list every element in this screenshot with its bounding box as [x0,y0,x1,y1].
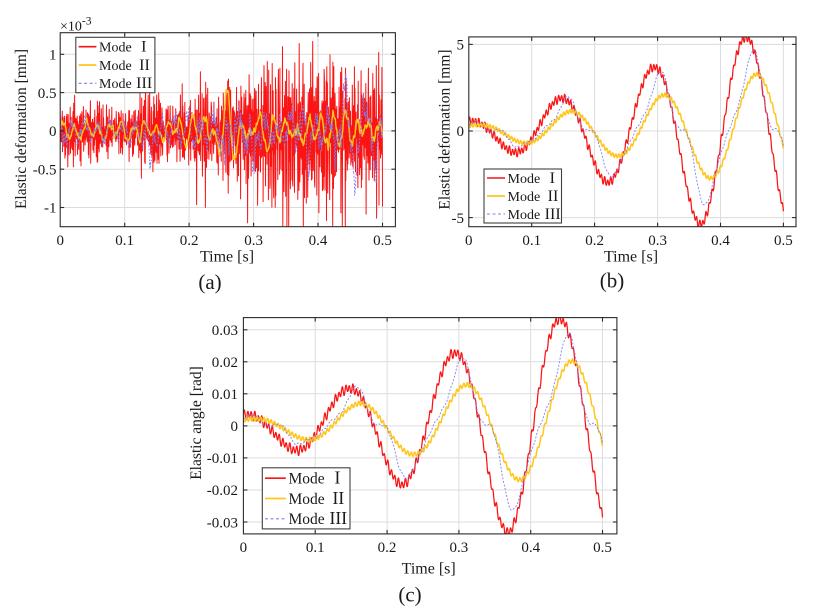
svg-text:0.4: 0.4 [309,233,328,249]
svg-text:0.2: 0.2 [180,233,199,249]
svg-text:Mode II: Mode II [289,488,345,508]
svg-text:(a): (a) [198,270,221,294]
svg-text:0: 0 [465,233,473,249]
svg-text:Time [s]: Time [s] [604,249,658,266]
svg-text:Mode II: Mode II [508,188,559,205]
svg-text:-0.03: -0.03 [207,515,238,531]
svg-text:0.02: 0.02 [212,355,238,371]
svg-text:Mode I: Mode I [508,170,556,187]
svg-text:Elastic deformation [mm]: Elastic deformation [mm] [436,49,453,209]
svg-text:0.01: 0.01 [212,387,238,403]
svg-text:0.5: 0.5 [593,540,612,556]
svg-text:0.4: 0.4 [711,233,730,249]
svg-text:0.1: 0.1 [522,233,541,249]
svg-text:0: 0 [457,124,465,140]
svg-text:0: 0 [231,419,239,435]
svg-text:-0.02: -0.02 [207,483,238,499]
svg-text:0.2: 0.2 [378,540,397,556]
svg-text:0.3: 0.3 [648,233,667,249]
svg-text:0.2: 0.2 [585,233,604,249]
svg-text:Mode I: Mode I [99,39,147,56]
svg-text:0: 0 [56,233,64,249]
svg-text:(b): (b) [600,269,625,293]
svg-text:0.1: 0.1 [306,540,325,556]
svg-text:0.5: 0.5 [373,233,392,249]
svg-text:0.3: 0.3 [450,540,469,556]
svg-text:-0.5: -0.5 [33,162,57,178]
svg-text:Elastic deformation [mm]: Elastic deformation [mm] [13,49,30,209]
svg-text:Elastic angle [rad]: Elastic angle [rad] [188,366,205,480]
svg-text:Time [s]: Time [s] [402,561,456,578]
svg-text:0.03: 0.03 [212,323,238,339]
svg-text:0.1: 0.1 [115,233,134,249]
svg-text:1: 1 [49,48,57,64]
svg-text:Mode I: Mode I [289,468,341,488]
svg-text:5: 5 [457,38,465,54]
svg-text:-0.01: -0.01 [207,451,238,467]
svg-text:0.3: 0.3 [244,233,263,249]
svg-text:-5: -5 [452,211,465,227]
svg-text:Mode III: Mode III [99,75,152,92]
svg-text:0.5: 0.5 [774,233,793,249]
svg-text:-1: -1 [44,201,57,217]
svg-text:0: 0 [240,540,248,556]
svg-text:0.4: 0.4 [521,540,540,556]
svg-text:0.5: 0.5 [38,86,57,102]
svg-text:(c): (c) [398,583,421,607]
svg-text:Mode III: Mode III [508,206,561,223]
svg-text:Mode II: Mode II [99,57,150,74]
svg-text:0: 0 [49,124,57,140]
svg-text:Time [s]: Time [s] [200,249,254,266]
svg-text:Mode III: Mode III [289,508,348,528]
